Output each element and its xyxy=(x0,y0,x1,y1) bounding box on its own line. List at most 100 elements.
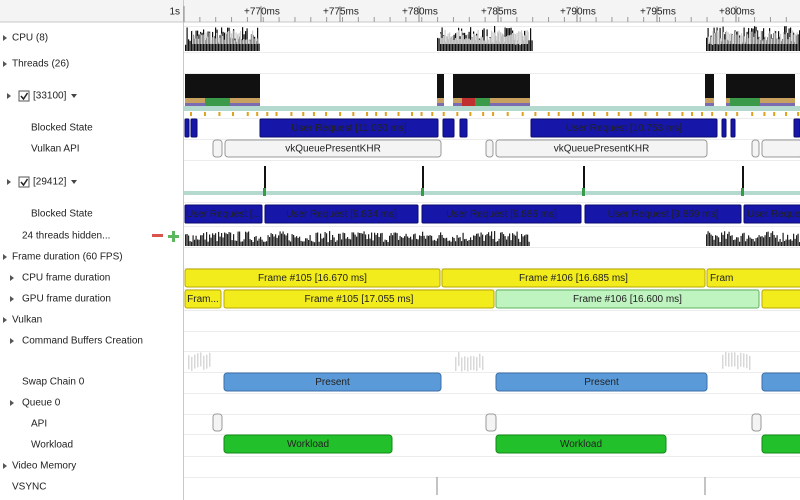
wait-marker xyxy=(557,112,560,116)
timeline-bar[interactable] xyxy=(184,118,190,138)
activity-bar xyxy=(223,39,225,44)
timeline-bar[interactable] xyxy=(190,118,198,138)
timeline-bar[interactable] xyxy=(442,118,455,138)
timeline-bar[interactable] xyxy=(761,289,800,309)
timeline-bar[interactable] xyxy=(485,413,497,432)
expand-arrow[interactable] xyxy=(3,463,7,469)
activity-bar xyxy=(447,240,449,246)
bar-label: User Request [10.753 ms] xyxy=(566,123,682,134)
timeline-bar[interactable] xyxy=(459,118,468,138)
activity-bar xyxy=(736,34,738,44)
activity-bar xyxy=(345,238,347,246)
activity-bar xyxy=(273,236,275,246)
activity-bar xyxy=(509,35,511,44)
timeline-bar[interactable] xyxy=(721,118,727,138)
expand-arrow[interactable] xyxy=(7,93,11,99)
bar-clip: User Request [ xyxy=(747,209,800,220)
timeline-bar[interactable] xyxy=(730,118,736,138)
activity-bar xyxy=(483,28,485,51)
activity-bar xyxy=(734,239,736,246)
timeline-bar[interactable] xyxy=(184,204,263,224)
activity-bar xyxy=(362,233,364,246)
timeline-bar[interactable] xyxy=(495,434,667,454)
activity-bar xyxy=(447,39,449,51)
activity-bar xyxy=(470,39,472,44)
activity-bar xyxy=(243,39,245,44)
timeline-bar[interactable] xyxy=(743,204,800,224)
activity-bar xyxy=(491,30,493,44)
dropdown-arrow[interactable] xyxy=(71,94,77,98)
activity-bar xyxy=(486,233,488,246)
activity-bar xyxy=(716,235,718,246)
activity-bar xyxy=(524,235,526,246)
timeline-bar[interactable] xyxy=(184,289,222,309)
expand-arrow[interactable] xyxy=(7,179,11,185)
row-label: Swap Chain 0 xyxy=(22,377,85,388)
activity-bar xyxy=(718,237,720,246)
expand-arrow[interactable] xyxy=(3,254,7,260)
timeline-bar[interactable] xyxy=(706,268,800,288)
timeline-bar[interactable] xyxy=(485,139,494,158)
expand-arrow[interactable] xyxy=(3,35,7,41)
expand-arrow[interactable] xyxy=(10,338,14,344)
checkbox[interactable] xyxy=(18,90,30,102)
activity-bar xyxy=(733,43,735,51)
timeline-bar[interactable] xyxy=(751,413,762,432)
activity-bar xyxy=(248,43,250,51)
activity-bar xyxy=(725,238,727,246)
activity-bar xyxy=(522,35,524,44)
timeline-bar[interactable] xyxy=(223,434,393,454)
timeline-bar[interactable] xyxy=(223,372,442,392)
activity-bar xyxy=(204,239,206,246)
timeline-bar[interactable] xyxy=(761,139,800,158)
activity-bar xyxy=(437,238,439,246)
activity-bar xyxy=(189,241,191,246)
wait-marker xyxy=(617,112,620,116)
timeline-bar[interactable] xyxy=(224,139,442,158)
activity-bar xyxy=(769,237,771,246)
timeline-bar[interactable] xyxy=(184,268,441,288)
timeline-bar[interactable] xyxy=(441,268,706,288)
timeline-bar[interactable] xyxy=(584,204,742,224)
timeline-bar[interactable] xyxy=(264,204,419,224)
activity-bar xyxy=(198,239,200,246)
collapse-icon[interactable] xyxy=(152,234,163,237)
activity-bar xyxy=(231,33,233,44)
activity-bar xyxy=(402,237,404,246)
expand-arrow[interactable] xyxy=(10,296,14,302)
row-label: API xyxy=(31,419,47,430)
expand-icon[interactable] xyxy=(172,231,175,242)
timeline-bar[interactable] xyxy=(212,139,223,158)
expand-arrow[interactable] xyxy=(3,61,7,67)
timeline-bar[interactable] xyxy=(761,434,800,454)
timeline-bar[interactable] xyxy=(223,289,495,309)
expand-arrow[interactable] xyxy=(10,275,14,281)
dropdown-arrow[interactable] xyxy=(71,180,77,184)
timeline-bar[interactable] xyxy=(421,204,582,224)
activity-bar xyxy=(794,238,796,246)
checkbox[interactable] xyxy=(18,176,30,188)
timeline-bar[interactable] xyxy=(751,139,760,158)
timeline-bar[interactable] xyxy=(495,372,708,392)
timeline-bar[interactable] xyxy=(212,413,223,432)
activity-bar xyxy=(248,231,250,246)
thread-activity xyxy=(705,74,714,98)
activity-bar xyxy=(521,233,523,246)
activity-bar xyxy=(212,233,214,246)
timeline-bar[interactable] xyxy=(259,118,439,138)
wait-marker xyxy=(375,112,378,116)
timeline-bar[interactable] xyxy=(495,139,708,158)
timeline-bar[interactable] xyxy=(495,289,760,309)
activity-bar xyxy=(410,236,412,246)
activity-bar xyxy=(519,44,521,51)
expand-arrow[interactable] xyxy=(3,317,7,323)
activity-bar xyxy=(785,239,787,246)
activity-bar xyxy=(779,239,781,246)
timeline-bar[interactable] xyxy=(793,118,800,138)
timeline-bar[interactable] xyxy=(761,372,800,392)
expand-arrow[interactable] xyxy=(10,400,14,406)
hidden-threads-controls[interactable] xyxy=(152,231,179,242)
timeline-bar[interactable] xyxy=(530,118,718,138)
activity-bar xyxy=(252,30,254,44)
